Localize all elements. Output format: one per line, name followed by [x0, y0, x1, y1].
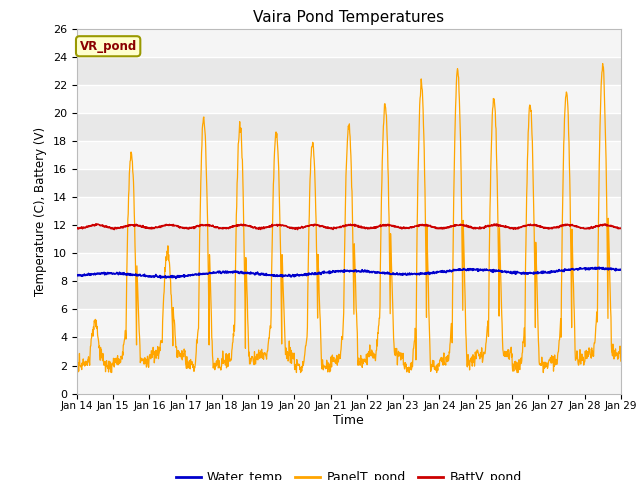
Bar — [77, 225, 621, 253]
Title: Vaira Pond Temperatures: Vaira Pond Temperatures — [253, 10, 444, 25]
Bar — [77, 310, 621, 337]
Y-axis label: Temperature (C), Battery (V): Temperature (C), Battery (V) — [35, 127, 47, 296]
Text: VR_pond: VR_pond — [79, 40, 137, 53]
Bar — [77, 141, 621, 169]
Bar — [77, 253, 621, 281]
Bar — [77, 366, 621, 394]
Bar — [77, 281, 621, 310]
Bar — [77, 57, 621, 85]
Bar — [77, 85, 621, 113]
Bar — [77, 337, 621, 366]
Bar — [77, 29, 621, 57]
Bar — [77, 197, 621, 225]
Bar — [77, 169, 621, 197]
X-axis label: Time: Time — [333, 414, 364, 427]
Bar — [77, 113, 621, 141]
Legend: Water_temp, PanelT_pond, BattV_pond: Water_temp, PanelT_pond, BattV_pond — [171, 467, 527, 480]
